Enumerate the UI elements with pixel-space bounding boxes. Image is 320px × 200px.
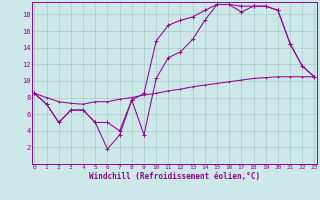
X-axis label: Windchill (Refroidissement éolien,°C): Windchill (Refroidissement éolien,°C) bbox=[89, 172, 260, 181]
